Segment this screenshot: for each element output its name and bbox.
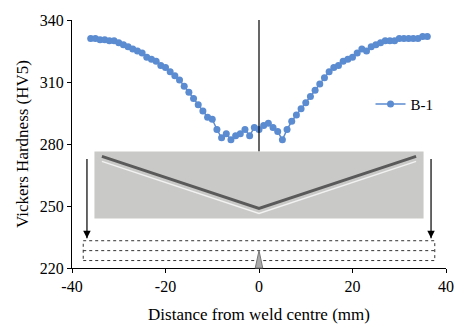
- svg-text:B-1: B-1: [411, 97, 434, 113]
- svg-text:-40: -40: [61, 278, 82, 295]
- svg-text:Vickers Hardness (HV5): Vickers Hardness (HV5): [13, 60, 32, 228]
- svg-text:-20: -20: [155, 278, 176, 295]
- svg-text:20: 20: [345, 278, 361, 295]
- svg-text:250: 250: [40, 198, 64, 215]
- svg-text:40: 40: [438, 278, 454, 295]
- svg-text:280: 280: [40, 136, 64, 153]
- svg-text:Distance from weld centre (mm): Distance from weld centre (mm): [148, 305, 370, 324]
- svg-text:220: 220: [40, 260, 64, 277]
- svg-text:310: 310: [40, 74, 64, 91]
- svg-text:0: 0: [255, 278, 263, 295]
- svg-text:340: 340: [40, 12, 64, 29]
